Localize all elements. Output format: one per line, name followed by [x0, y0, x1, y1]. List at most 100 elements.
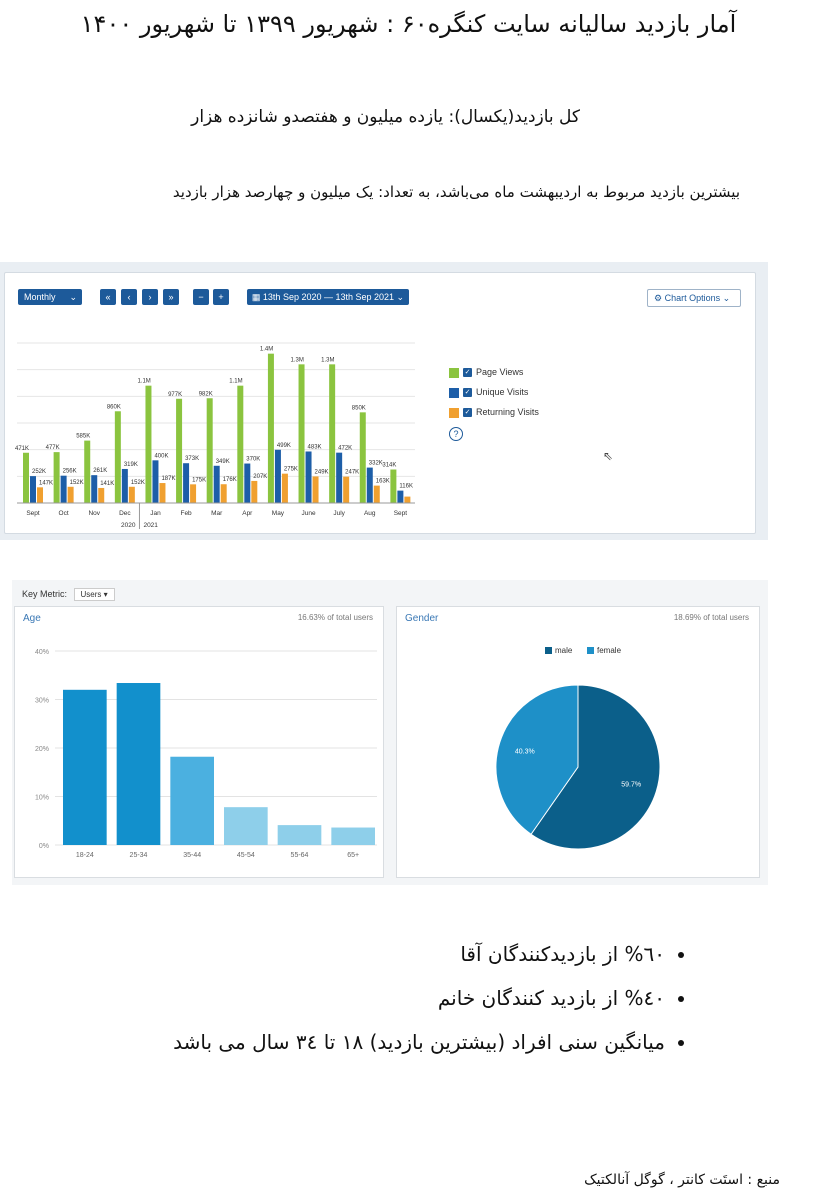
- data-label: 400K: [154, 453, 168, 459]
- y-tick-label: 10%: [35, 795, 49, 802]
- age-bar: [116, 683, 161, 845]
- data-label: 152K: [70, 480, 84, 486]
- legend-page-views[interactable]: ✓ Page Views: [449, 367, 523, 378]
- list-item: میانگین سنی افراد (بیشترین بازدید) ١٨ تا…: [45, 1020, 665, 1064]
- summary-list: ٦٠% از بازدیدکنندگان آقا ٤٠% از بازدید ک…: [45, 932, 687, 1064]
- nav-next-button[interactable]: ›: [142, 289, 158, 305]
- bar-unique-visits: [30, 476, 36, 503]
- year-label: 2020: [121, 522, 136, 529]
- data-label: 499K: [277, 443, 291, 449]
- legend-unique-visits-label: Unique Visits: [476, 387, 529, 397]
- data-label: 349K: [216, 459, 230, 465]
- bar-page-views: [267, 353, 274, 503]
- x-tick-label: Sept: [394, 510, 408, 517]
- bar-page-views: [114, 411, 121, 503]
- check-icon: ✓: [463, 408, 472, 418]
- data-label: 982K: [199, 391, 213, 397]
- x-tick-label: 55-64: [291, 852, 309, 859]
- x-tick-label: Feb: [180, 510, 192, 517]
- date-range-button[interactable]: ▦ 13th Sep 2020 — 13th Sep 2021 ⌄: [247, 289, 409, 305]
- data-label: 319K: [124, 462, 138, 468]
- bar-unique-visits: [274, 449, 281, 503]
- pie-value-label: 59.7%: [621, 782, 641, 789]
- age-bar: [170, 756, 214, 845]
- list-item: ٤٠% از بازدید کنندگان خانم: [45, 976, 665, 1020]
- bar-page-views: [23, 452, 29, 503]
- check-icon: ✓: [463, 388, 472, 398]
- gender-card: Gender 18.69% of total users 59.7% 40.3% m…: [396, 606, 760, 878]
- x-tick-label: May: [272, 510, 285, 517]
- page-views-swatch: [449, 367, 459, 378]
- x-tick-label: July: [333, 510, 345, 517]
- key-metric-value: Users: [80, 590, 102, 599]
- data-label: 314K: [382, 463, 396, 469]
- data-label: 483K: [308, 444, 322, 450]
- bar-unique-visits: [183, 463, 190, 503]
- bar-returning-visits: [404, 496, 411, 503]
- age-bar: [331, 827, 375, 845]
- bar-unique-visits: [213, 465, 220, 503]
- check-icon: ✓: [463, 368, 472, 378]
- nav-prev-button[interactable]: ‹: [121, 289, 137, 305]
- age-card: Age 16.63% of total users 0% 10% 20% 30% 40%…: [14, 606, 384, 878]
- zoom-out-button[interactable]: −: [193, 289, 209, 305]
- data-label: 332K: [369, 461, 383, 467]
- data-label: 275K: [284, 467, 298, 473]
- legend-label: male: [555, 646, 573, 655]
- pie-value-label: 40.3%: [515, 748, 535, 755]
- age-bar: [224, 807, 268, 845]
- bar-unique-visits: [60, 475, 67, 503]
- bar-unique-visits: [336, 452, 343, 503]
- zoom-in-button[interactable]: +: [213, 289, 229, 305]
- data-label: 477K: [46, 445, 60, 451]
- bar-returning-visits: [251, 480, 258, 503]
- bar-returning-visits: [343, 476, 350, 503]
- gender-pct: 18.69% of total users: [673, 613, 749, 622]
- bar-returning-visits: [312, 476, 319, 503]
- legend-swatch: [587, 647, 594, 654]
- bar-page-views: [237, 385, 244, 503]
- data-label: 147K: [39, 480, 53, 486]
- y-tick-label: 30%: [35, 698, 49, 705]
- gender-title: Gender: [405, 613, 439, 624]
- chevron-down-icon: ⌄: [69, 292, 77, 302]
- calendar-icon: ▦: [251, 292, 263, 302]
- bar-page-views: [298, 364, 305, 503]
- pie-slice-male: [530, 684, 661, 850]
- period-select[interactable]: Monthly ⌄: [18, 289, 82, 305]
- data-label: 977K: [168, 392, 182, 398]
- x-tick-label: 18-24: [76, 852, 94, 859]
- bar-returning-visits: [190, 484, 197, 503]
- bar-page-views: [84, 440, 91, 503]
- data-label: 175K: [192, 477, 206, 483]
- bar-page-views: [145, 385, 152, 503]
- x-tick-label: Apr: [242, 510, 253, 517]
- bar-page-views: [206, 398, 213, 503]
- legend-label: female: [597, 646, 622, 655]
- period-label: Monthly: [24, 292, 56, 302]
- data-label: 252K: [32, 469, 46, 475]
- data-label: 141K: [100, 481, 114, 487]
- max-visits-text: بیشترین بازدید مربوط به اردیبهشت ماه می‌…: [172, 183, 740, 201]
- nav-last-button[interactable]: »: [163, 289, 179, 305]
- bar-unique-visits: [366, 467, 373, 503]
- data-label: 261K: [93, 468, 107, 474]
- year-label: 2021: [143, 522, 158, 529]
- cursor-icon: ⇖: [603, 449, 614, 463]
- help-icon[interactable]: ?: [449, 427, 463, 441]
- age-chart: 0% 10% 20% 30% 40% 18-24 25-34 35-44 45-54 55-64 6…: [35, 649, 377, 859]
- legend-returning-visits[interactable]: ✓ Returning Visits: [449, 407, 539, 418]
- list-item: ٦٠% از بازدیدکنندگان آقا: [45, 932, 665, 976]
- x-tick-label: Dec: [119, 510, 131, 517]
- key-metric-select[interactable]: Users ▾: [73, 588, 115, 601]
- data-label: 152K: [131, 480, 145, 486]
- x-tick-label: Oct: [59, 510, 69, 517]
- source-note: منبع : استَت کانتر ، گوگل آنالکتیک: [584, 1172, 780, 1188]
- chart-options-button[interactable]: ⚙ Chart Options ⌄: [647, 289, 741, 307]
- data-label: 370K: [246, 457, 260, 463]
- legend-unique-visits[interactable]: ✓ Unique Visits: [449, 387, 528, 398]
- y-tick-label: 40%: [35, 649, 49, 656]
- nav-first-button[interactable]: «: [100, 289, 116, 305]
- bar-unique-visits: [152, 460, 159, 503]
- bar-returning-visits: [37, 487, 43, 503]
